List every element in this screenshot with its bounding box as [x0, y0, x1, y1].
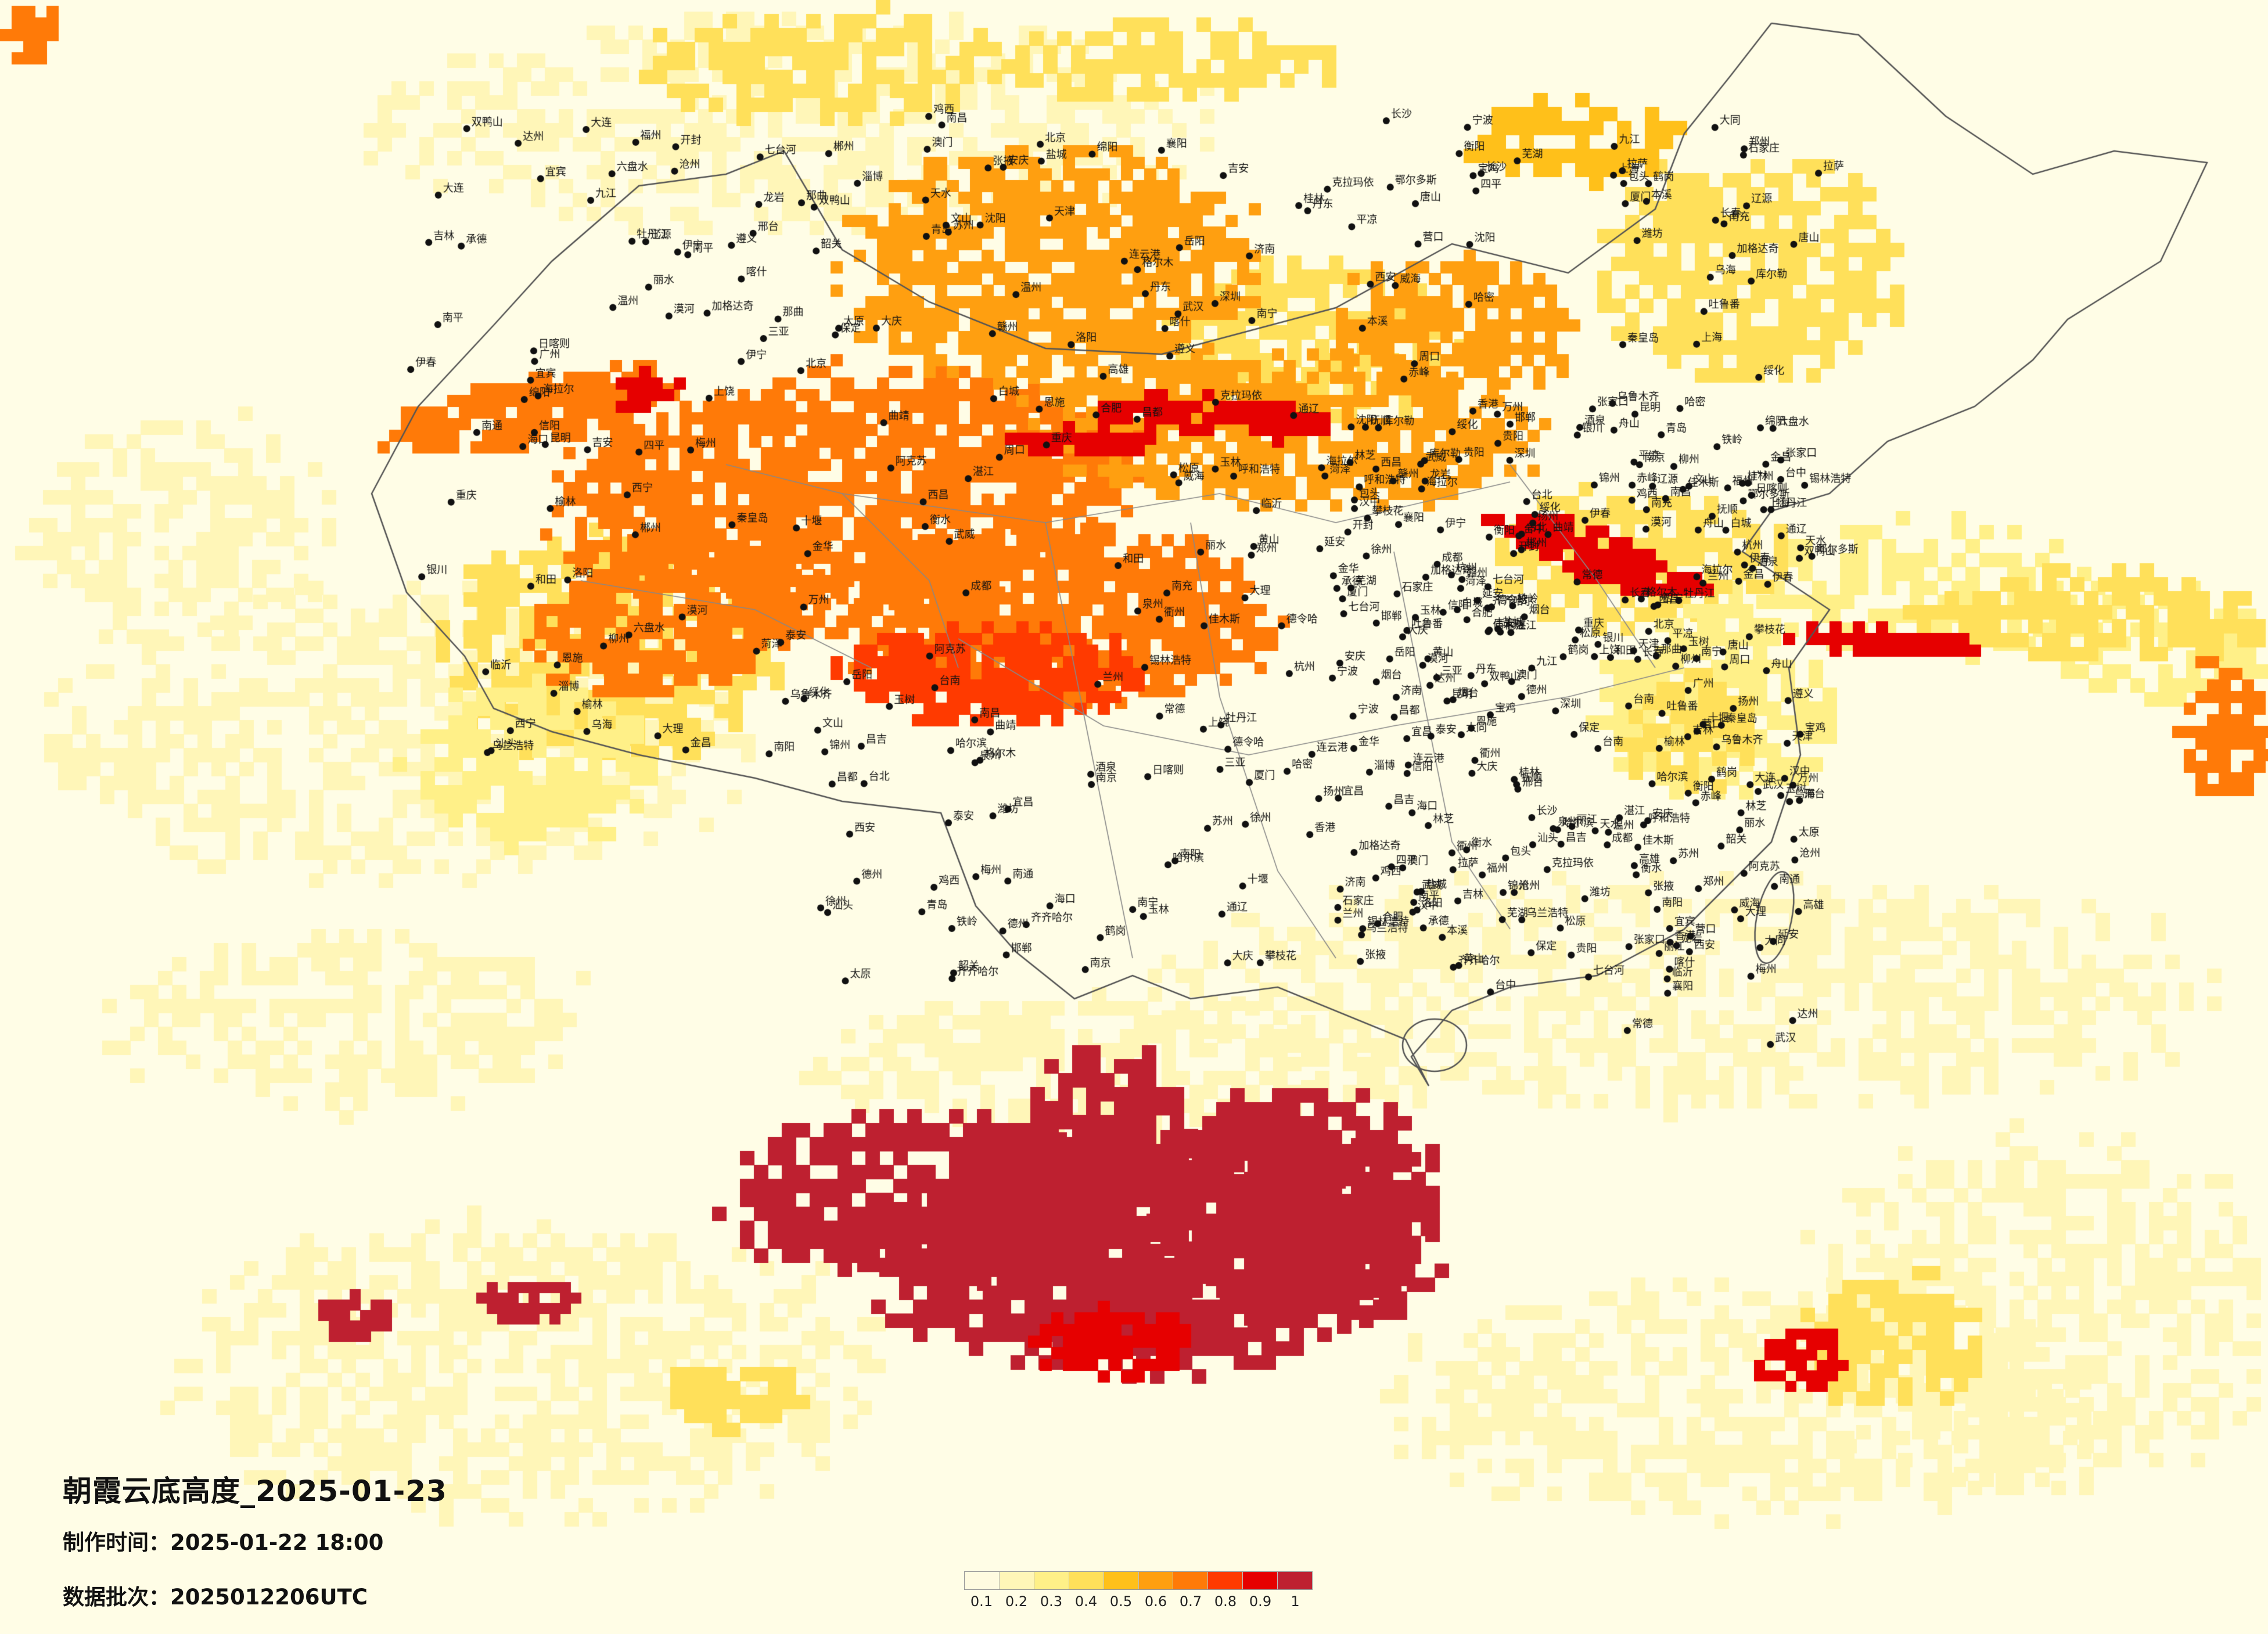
legend-swatch — [1104, 1572, 1139, 1589]
production-time-label: 制作时间： — [63, 1530, 170, 1555]
legend-swatch — [1034, 1572, 1069, 1589]
legend-ticks: 0.1 0.2 0.3 0.4 0.5 0.6 0.7 0.8 0.9 1 — [964, 1593, 1313, 1611]
production-time: 制作时间：2025-01-22 18:00 — [63, 1525, 447, 1556]
data-batch-label: 数据批次： — [63, 1585, 170, 1610]
legend-color-bar — [964, 1571, 1313, 1590]
color-legend: 0.1 0.2 0.3 0.4 0.5 0.6 0.7 0.8 0.9 1 — [964, 1571, 1313, 1611]
data-batch: 数据批次：2025012206UTC — [63, 1579, 447, 1611]
title-block: 朝霞云底高度_2025-01-23 制作时间：2025-01-22 18:00 … — [63, 1468, 447, 1634]
legend-tick-label: 1 — [1291, 1593, 1300, 1610]
legend-swatch — [1278, 1572, 1313, 1589]
data-batch-value: 2025012206UTC — [170, 1585, 368, 1610]
legend-tick-label: 0.2 — [1005, 1593, 1028, 1610]
legend-swatch — [1138, 1572, 1174, 1589]
legend-swatch — [965, 1572, 1000, 1589]
map-title: 朝霞云底高度_2025-01-23 — [63, 1474, 447, 1508]
legend-swatch — [1208, 1572, 1243, 1589]
legend-swatch — [1173, 1572, 1209, 1589]
legend-tick-label: 0.4 — [1074, 1593, 1098, 1610]
legend-tick-label: 0.3 — [1040, 1593, 1063, 1610]
legend-tick-label: 0.1 — [970, 1593, 993, 1610]
legend-swatch — [999, 1572, 1034, 1589]
production-time-value: 2025-01-22 18:00 — [170, 1530, 384, 1555]
legend-tick-label: 0.8 — [1214, 1593, 1237, 1610]
legend-tick-label: 0.9 — [1249, 1593, 1272, 1610]
legend-tick-label: 0.5 — [1109, 1593, 1133, 1610]
legend-swatch — [1243, 1572, 1278, 1589]
legend-tick-label: 0.6 — [1144, 1593, 1167, 1610]
legend-swatch — [1069, 1572, 1104, 1589]
legend-tick-label: 0.7 — [1179, 1593, 1202, 1610]
